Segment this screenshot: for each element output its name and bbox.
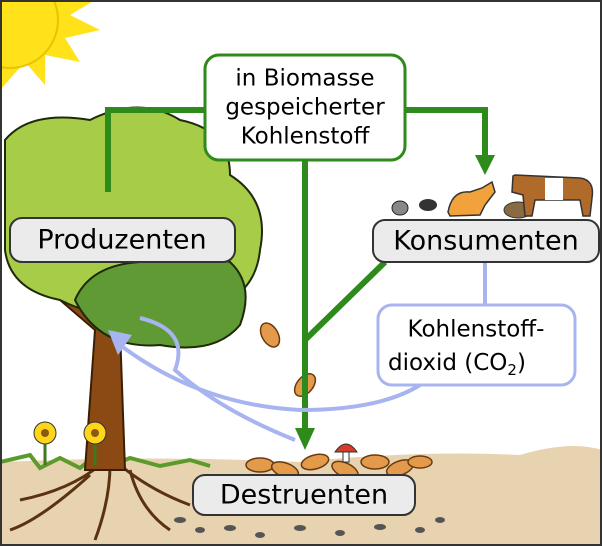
co2-text: dioxid (CO [388, 350, 507, 376]
producers-label: Produzenten [37, 225, 206, 256]
biomass-label: in Biomasse [235, 66, 374, 92]
decomposers-label: Destruenten [220, 480, 388, 511]
diagram: in Biomasse gespeicherter Kohlenstoff Pr… [0, 0, 602, 546]
co2-label: Kohlenstoff- [408, 317, 545, 343]
co2-subscript: 2 [507, 361, 517, 379]
biomass-label: Kohlenstoff [241, 124, 371, 150]
co2-suffix: ) [517, 350, 526, 376]
biomass-label: gespeicherter [225, 95, 385, 121]
co2-label: dioxid (CO2) [388, 350, 526, 379]
consumers-label: Konsumenten [393, 226, 579, 257]
